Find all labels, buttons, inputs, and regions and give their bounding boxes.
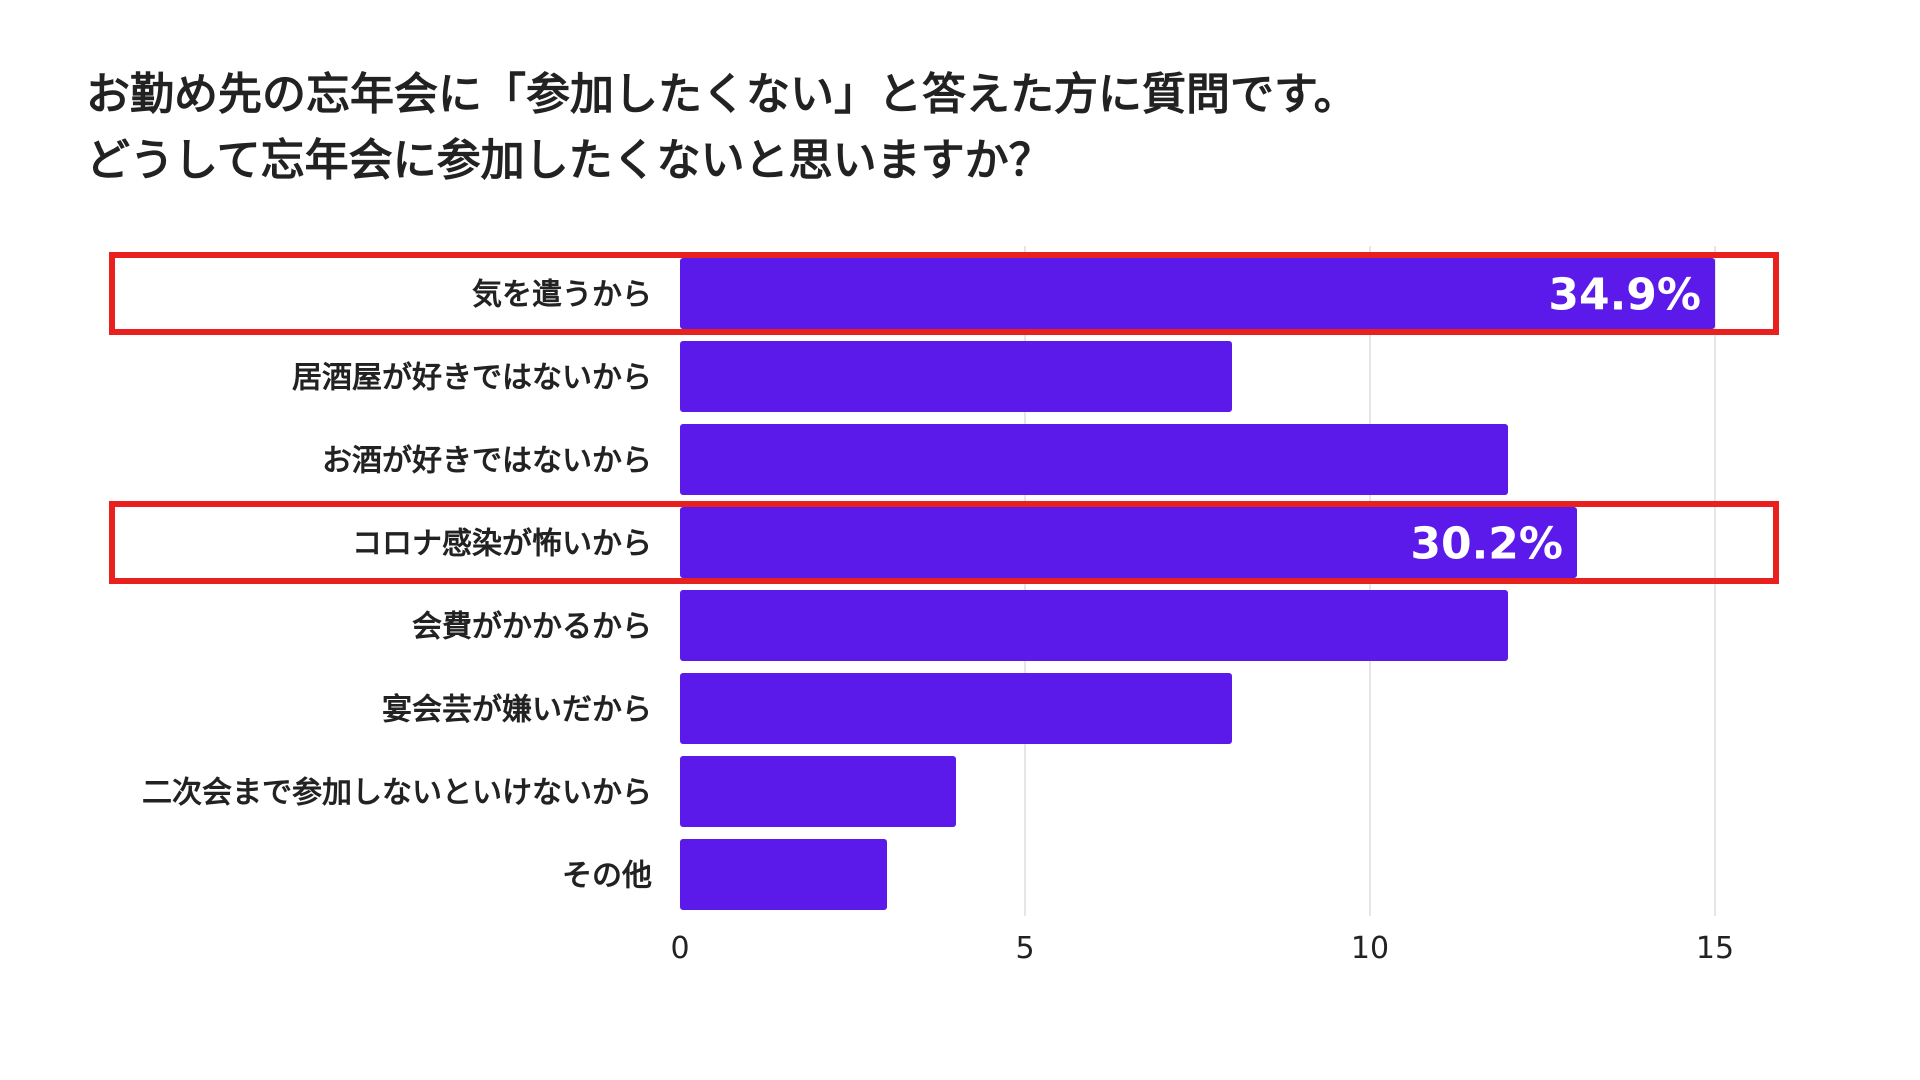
- chart-title-line-1: お勤め先の忘年会に「参加したくない」と答えた方に質問です。: [86, 69, 1358, 120]
- bar: [680, 590, 1508, 661]
- category-label: その他: [562, 859, 652, 894]
- x-tick-label: 10: [1351, 931, 1389, 966]
- highlight-box: [109, 501, 1779, 584]
- category-labels: 気を遣うから居酒屋が好きではないからお酒が好きではないからコロナ感染が怖いから会…: [142, 278, 652, 894]
- bar: [680, 424, 1508, 495]
- highlight-box: [109, 252, 1779, 335]
- bar: [680, 507, 1577, 578]
- bar: [680, 258, 1715, 329]
- category-label: コロナ感染が怖いから: [352, 527, 652, 562]
- bar: [680, 341, 1232, 412]
- highlight-boxes: [109, 252, 1779, 584]
- bar: [680, 839, 887, 910]
- x-tick-label: 15: [1696, 931, 1734, 966]
- category-label: 居酒屋が好きではないから: [292, 361, 652, 396]
- chart-title-line-2: どうして忘年会に参加したくないと思いますか？: [86, 135, 1053, 186]
- category-label: 会費がかかるから: [412, 610, 652, 645]
- x-tick-label: 0: [670, 931, 689, 966]
- bar: [680, 673, 1232, 744]
- bar: [680, 756, 956, 827]
- data-label: 34.9%: [1548, 270, 1701, 321]
- chart-title: お勤め先の忘年会に「参加したくない」と答えた方に質問です。 どうして忘年会に参加…: [86, 62, 1358, 194]
- category-label: 二次会まで参加しないといけないから: [142, 776, 652, 811]
- category-label: 宴会芸が嫌いだから: [382, 693, 652, 728]
- data-label: 30.2%: [1410, 519, 1563, 570]
- category-label: 気を遣うから: [472, 278, 652, 313]
- x-tick-label: 5: [1015, 931, 1034, 966]
- data-labels: 34.9% 30.2%: [1410, 270, 1701, 570]
- category-label: お酒が好きではないから: [322, 444, 652, 479]
- bars: [680, 258, 1715, 910]
- x-axis-ticks: 0 5 10 15: [670, 931, 1734, 966]
